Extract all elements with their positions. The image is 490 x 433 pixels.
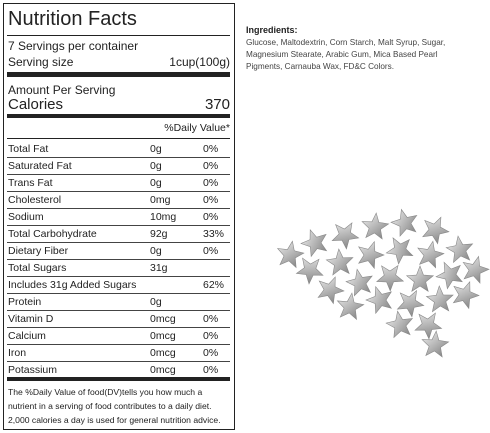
nutrient-row: Calcium 0mcg 0% [7,327,230,345]
nutrient-row: Sodium 10mg 0% [7,208,230,226]
nutrient-dv: 0% [203,313,219,325]
nutrient-name: Total Carbohydrate [8,228,97,240]
nutrient-amount: 0g [150,143,162,155]
nutrition-label: Nutrition Facts 7 Servings per container… [3,3,235,430]
nutrient-name: Vitamin D [8,313,54,325]
nutrient-row: Dietary Fiber 0g 0% [7,242,230,260]
nutrient-dv: 0% [203,143,219,155]
nutrient-amount: 10mg [150,211,177,223]
silver-stars [274,205,490,358]
rule [7,72,230,77]
nutrient-amount: 31g [150,262,168,274]
nutrient-amount: 0g [150,245,162,257]
nutrient-name: Iron [8,347,27,359]
label-title: Nutrition Facts [8,8,137,30]
calories-value: 370 [204,96,230,113]
nutrient-row: Iron 0mcg 0% [7,344,230,362]
nutrient-amount: 0g [150,177,162,189]
nutrient-name: Saturated Fat [8,160,72,172]
product-image [274,205,490,358]
servings: 7 Servings per container [8,39,139,53]
rule [7,114,230,118]
nutrient-row: Saturated Fat 0g 0% [7,157,230,175]
nutrient-row: Total Sugars 31g [7,259,230,277]
daily-value-header: %Daily Value* [164,122,230,134]
nutrient-row: Trans Fat 0g 0% [7,174,230,192]
calories-label: Calories [8,96,64,113]
nutrient-row: Protein 0g [7,293,230,311]
nutrient-name: Total Fat [8,143,49,155]
nutrient-dv: 0% [203,330,219,342]
nutrient-row: Vitamin D 0mcg 0% [7,310,230,328]
footnote: The %Daily Value of food(DV)tells you ho… [8,387,221,425]
nutrient-amount: 0mcg [150,364,176,376]
nutrient-amount: 0mcg [150,347,176,359]
nutrient-name: Protein [8,296,42,308]
nutrient-amount: 0mg [150,194,171,206]
nutrient-row: Total Fat 0g 0% [7,140,230,158]
rule [7,138,230,139]
nutrient-amount: 0mcg [150,313,176,325]
nutrient-name: Dietary Fiber [8,245,69,257]
nutrient-dv: 62% [203,279,225,291]
nutrient-amount: 0g [150,296,162,308]
nutrient-dv: 0% [203,347,219,359]
serving-size-value: 1cup(100g) [169,55,230,69]
amount-per-serving: Amount Per Serving [8,83,116,97]
rule [7,377,230,381]
nutrient-row: Includes 31g Added Sugars 62% [7,276,230,294]
ingredients-text: Glucose, Maltodextrin, Corn Starch, Malt… [246,38,446,71]
nutrient-dv: 0% [203,177,219,189]
nutrient-name: Calcium [8,330,46,342]
nutrient-name: Cholesterol [8,194,62,206]
nutrient-amount: 0g [150,160,162,172]
nutrient-dv: 0% [203,245,219,257]
nutrient-row: Cholesterol 0mg 0% [7,191,230,209]
nutrient-name: Potassium [8,364,58,376]
ingredients-heading: Ingredients: [246,25,298,35]
serving-size-label: Serving size [8,55,74,69]
nutrient-name: Trans Fat [8,177,53,189]
nutrient-dv: 0% [203,160,219,172]
nutrient-amount: 92g [150,228,168,240]
rule [7,35,230,36]
nutrient-dv: 0% [203,364,219,376]
nutrient-row: Total Carbohydrate 92g 33% [7,225,230,243]
nutrient-dv: 33% [203,228,225,240]
nutrient-name: Total Sugars [8,262,67,274]
nutrient-name: Sodium [8,211,44,223]
nutrient-dv: 0% [203,211,219,223]
nutrient-amount: 0mcg [150,330,176,342]
nutrient-dv: 0% [203,194,219,206]
nutrient-name: Includes 31g Added Sugars [8,279,137,291]
